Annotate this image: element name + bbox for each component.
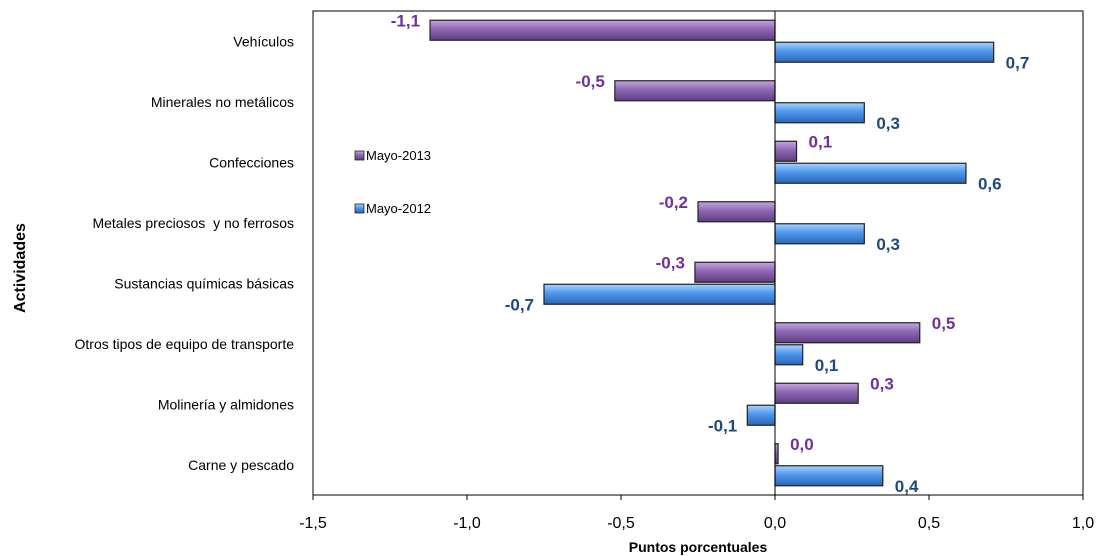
data-label-mayo-2012-minerales-no-metalicos: 0,3 [876, 114, 900, 133]
data-label-mayo-2013-confecciones: 0,1 [809, 132, 833, 151]
bar-mayo-2013-metales-preciosos-y-no-ferrosos [697, 201, 776, 223]
x-axis-title: Puntos porcentuales [629, 539, 768, 555]
category-label-metales-preciosos-y-no-ferrosos: Metales preciosos y no ferrosos [92, 215, 294, 231]
category-label-vehiculos: Vehículos [233, 33, 294, 49]
x-tick-labels: -1,5 -1,0 -0,5 0,0 0,5 1,0 [299, 495, 1094, 532]
bar-mayo-2012-molineria-y-almidones [746, 404, 776, 426]
y-axis-title: Actividades [12, 223, 29, 313]
x-tick-label-0-5: 0,5 [918, 515, 940, 532]
data-label-mayo-2013-minerales-no-metalicos: -0,5 [576, 72, 605, 91]
legend: Mayo-2013 Mayo-2012 [354, 148, 431, 216]
bar-mayo-2013-otros-tipos-de-equipo-de-transporte [774, 322, 921, 344]
bar-mayo-2013-confecciones [774, 140, 798, 162]
data-label-mayo-2013-vehiculos: -1,1 [391, 11, 420, 30]
bar-mayo-2012-vehiculos [774, 41, 995, 63]
category-label-sustancias-quimicas-basicas: Sustancias químicas básicas [114, 275, 294, 291]
legend-label-mayo-2012: Mayo-2012 [366, 201, 431, 216]
category-labels: Vehículos Minerales no metálicos Confeccio… [75, 33, 295, 473]
data-label-mayo-2013-sustancias-quimicas-basicas: -0,3 [656, 253, 685, 272]
legend-swatch-mayo-2012 [354, 203, 365, 214]
data-label-mayo-2013-carne-y-pescado: 0,0 [790, 435, 814, 454]
data-label-mayo-2012-otros-tipos-de-equipo-de-transporte: 0,1 [815, 356, 839, 375]
data-label-mayo-2012-sustancias-quimicas-basicas: -0,7 [505, 295, 534, 314]
data-label-mayo-2013-molineria-y-almidones: 0,3 [870, 374, 894, 393]
bar-mayo-2013-molineria-y-almidones [774, 382, 859, 404]
x-tick-label-0-0: 0,0 [764, 515, 786, 532]
category-label-otros-tipos-de-equipo-de-transporte: Otros tipos de equipo de transporte [75, 336, 295, 352]
x-tick-label-1-0: -1,0 [453, 515, 481, 532]
data-label-mayo-2013-otros-tipos-de-equipo-de-transporte: 0,5 [932, 314, 956, 333]
category-label-carne-y-pescado: Carne y pescado [188, 457, 294, 473]
data-label-mayo-2012-molineria-y-almidones: -0,1 [708, 416, 737, 435]
legend-label-mayo-2013: Mayo-2013 [366, 148, 431, 163]
bar-mayo-2012-sustancias-quimicas-basicas [543, 283, 776, 305]
data-label-mayo-2012-confecciones: 0,6 [978, 174, 1002, 193]
bar-mayo-2012-otros-tipos-de-equipo-de-transporte [774, 344, 804, 366]
bar-mayo-2012-metales-preciosos-y-no-ferrosos [774, 223, 865, 245]
category-label-confecciones: Confecciones [209, 154, 294, 170]
data-label-mayo-2012-vehiculos: 0,7 [1006, 53, 1030, 72]
category-label-minerales-no-metalicos: Minerales no metálicos [151, 94, 294, 110]
x-tick-label-1-0: 1,0 [1072, 515, 1094, 532]
data-label-mayo-2012-carne-y-pescado: 0,4 [895, 477, 919, 496]
bar-mayo-2013-sustancias-quimicas-basicas [694, 261, 776, 283]
data-labels: -1,1 0,7 -0,5 0,3 0,1 0,6 -0,2 0,3 -0,3 -0,7 0,5 0,… [391, 11, 1030, 496]
bar-mayo-2013-vehiculos [429, 19, 776, 41]
bar-mayo-2012-confecciones [774, 162, 967, 184]
x-tick-label-0-5: -0,5 [607, 515, 635, 532]
category-label-molineria-y-almidones: Molinería y almidones [158, 396, 294, 412]
bar-mayo-2013-minerales-no-metalicos [614, 80, 776, 102]
bar-mayo-2012-carne-y-pescado [774, 465, 884, 487]
legend-swatch-mayo-2013 [354, 150, 365, 161]
x-tick-label-1-5: -1,5 [299, 515, 327, 532]
bar-mayo-2012-minerales-no-metalicos [774, 102, 865, 124]
data-label-mayo-2013-metales-preciosos-y-no-ferrosos: -0,2 [659, 193, 688, 212]
data-label-mayo-2012-metales-preciosos-y-no-ferrosos: 0,3 [876, 235, 900, 254]
